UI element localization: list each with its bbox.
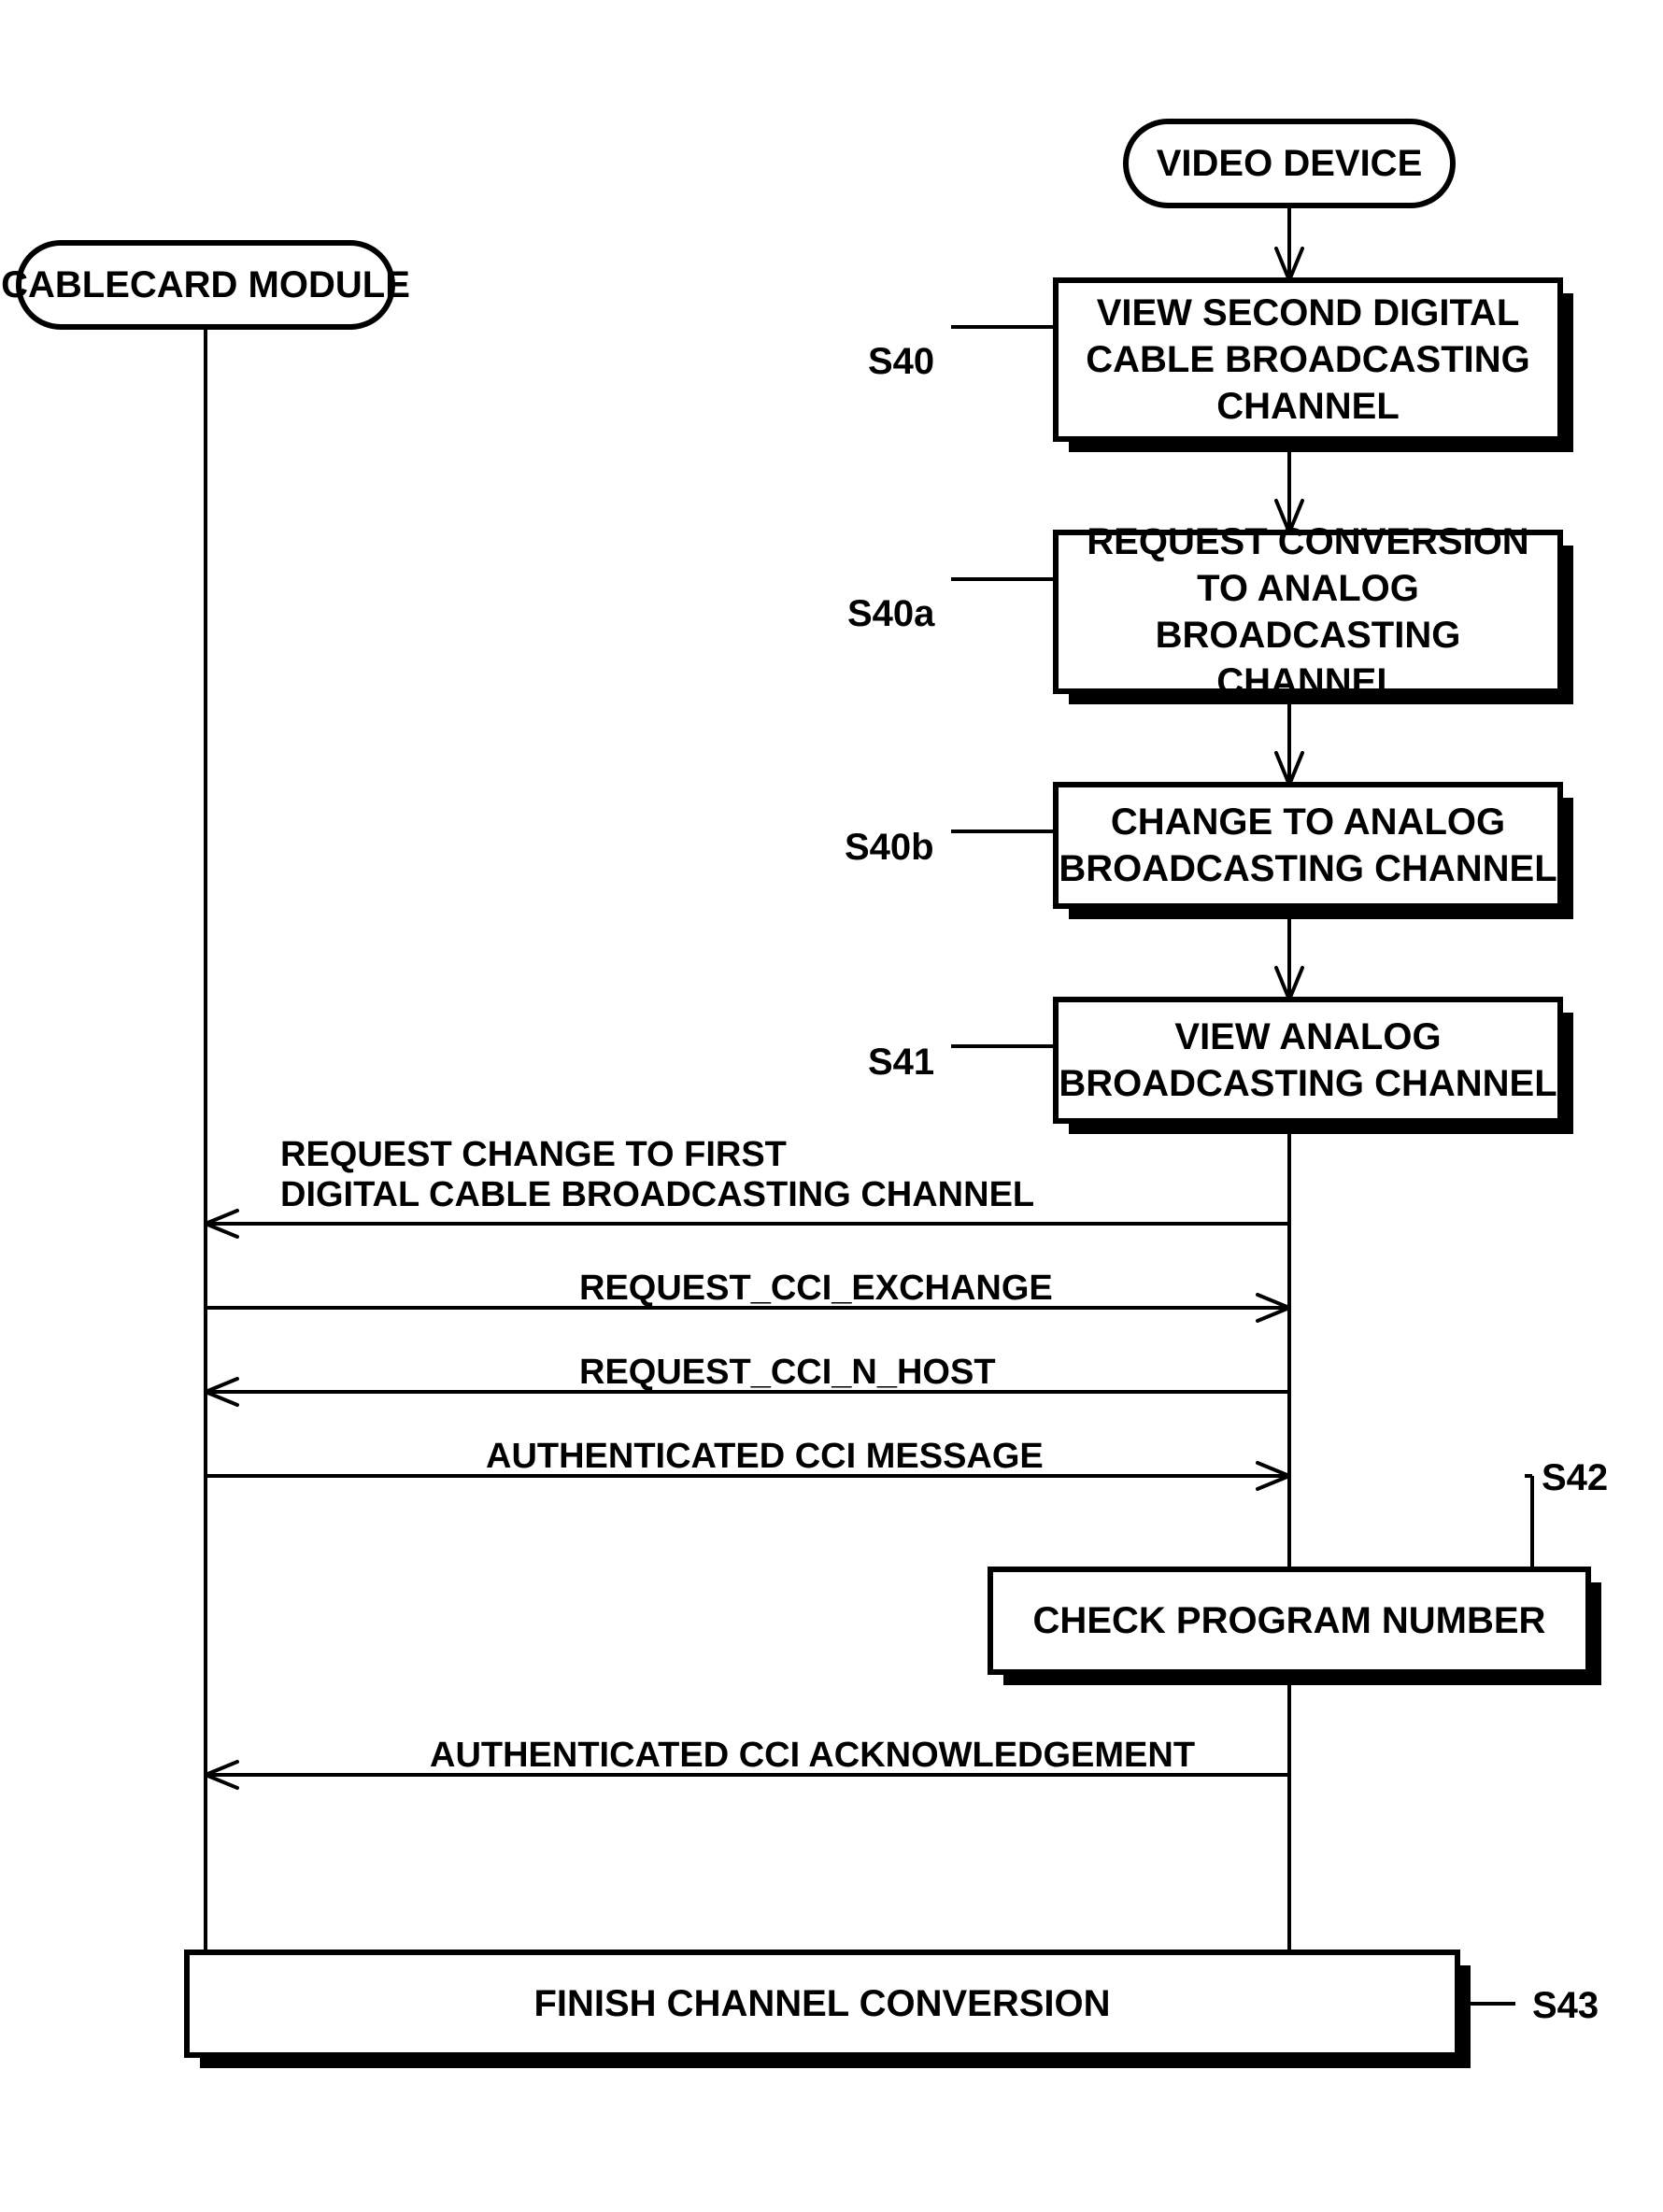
process-box-b3: CHANGE TO ANALOG BROADCASTING CHANNEL bbox=[1056, 785, 1560, 906]
process-box-b6: FINISH CHANNEL CONVERSION bbox=[187, 1952, 1457, 2055]
step-label-s42: S42 bbox=[1542, 1457, 1608, 1499]
lane-header-cablecard: CABLECARD MODULE bbox=[19, 243, 392, 327]
process-box-b4: VIEW ANALOG BROADCASTING CHANNEL bbox=[1056, 1000, 1560, 1121]
message-label-2: REQUEST_CCI_N_HOST bbox=[579, 1353, 996, 1393]
message-label-3: AUTHENTICATED CCI MESSAGE bbox=[486, 1437, 1044, 1477]
step-label-s40a: S40a bbox=[847, 593, 934, 635]
process-box-b2: REQUEST CONVERSION TO ANALOG BROADCASTIN… bbox=[1056, 532, 1560, 691]
message-label-0: REQUEST CHANGE TO FIRST DIGITAL CABLE BR… bbox=[280, 1135, 1034, 1215]
step-label-s43: S43 bbox=[1532, 1985, 1599, 2027]
step-label-s41: S41 bbox=[868, 1042, 934, 1084]
message-label-1: REQUEST_CCI_EXCHANGE bbox=[579, 1269, 1053, 1309]
process-box-b5: CHECK PROGRAM NUMBER bbox=[990, 1569, 1588, 1672]
process-box-b1: VIEW SECOND DIGITAL CABLE BROADCASTING C… bbox=[1056, 280, 1560, 439]
step-label-s40b: S40b bbox=[845, 827, 934, 869]
message-label-4: AUTHENTICATED CCI ACKNOWLEDGEMENT bbox=[430, 1736, 1195, 1776]
diagram-stage: CABLECARD MODULE VIDEO DEVICE VIEW SECOND … bbox=[0, 0, 1663, 2212]
lane-header-video-device: VIDEO DEVICE bbox=[1126, 121, 1453, 206]
step-label-s40: S40 bbox=[868, 341, 934, 383]
